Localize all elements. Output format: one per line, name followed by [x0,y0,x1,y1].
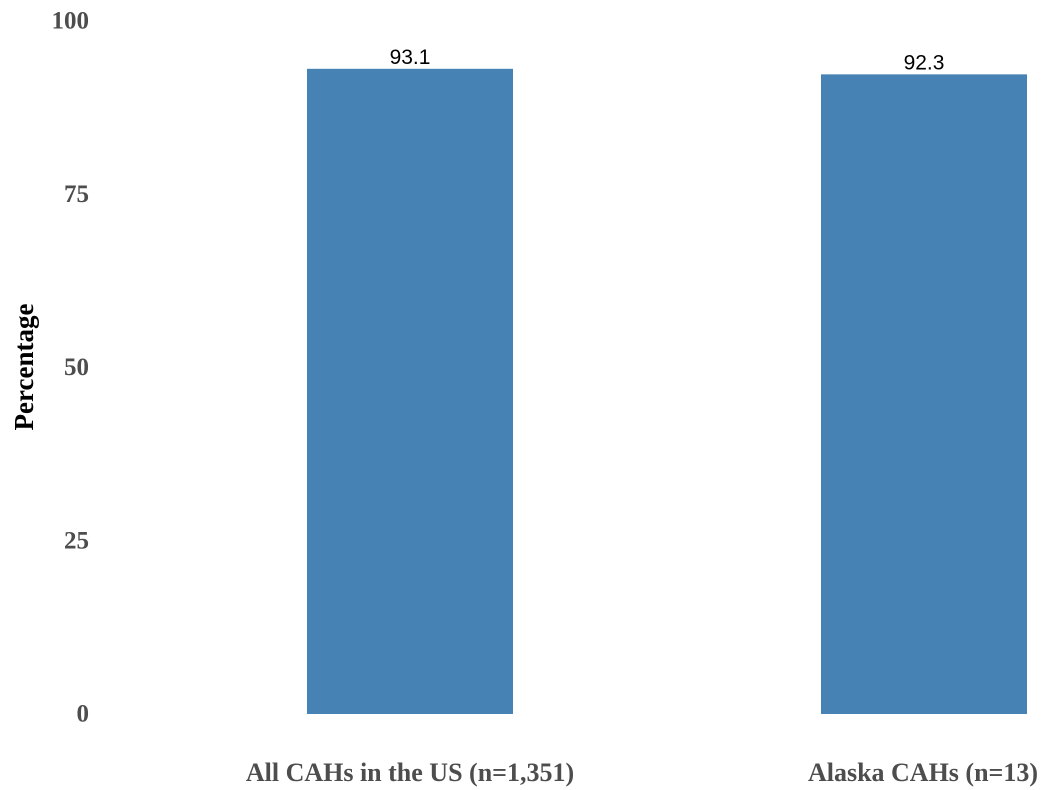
bar-value-label: 93.1 [390,46,431,69]
bar [307,68,513,714]
x-tick-label: All CAHs in the US (n=1,351) [246,758,574,787]
bar-value-label: 92.3 [904,51,945,74]
y-tick-label: 0 [77,701,90,728]
y-axis: 0 25 50 75 100 [52,8,90,728]
y-tick-label: 100 [52,8,90,35]
bars: 93.1 92.3 [307,46,1027,714]
x-axis: All CAHs in the US (n=1,351) Alaska CAHs … [246,758,1038,787]
y-tick-label: 25 [64,527,89,554]
bar [821,74,1027,714]
y-tick-label: 50 [64,354,89,381]
y-tick-label: 75 [64,181,89,208]
x-tick-label: Alaska CAHs (n=13) [808,758,1038,787]
y-axis-label: Percentage [9,304,39,431]
